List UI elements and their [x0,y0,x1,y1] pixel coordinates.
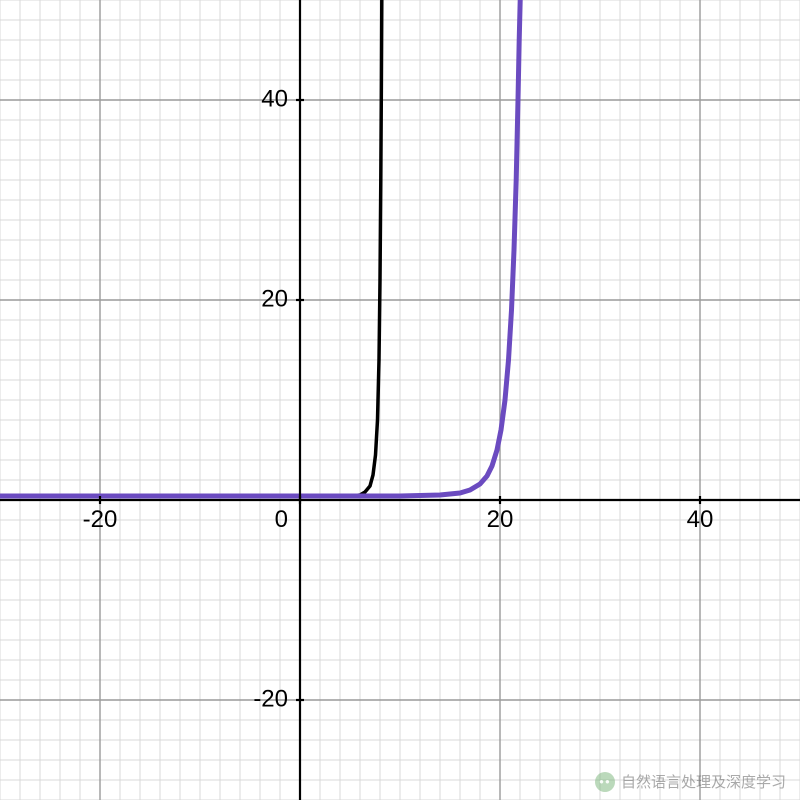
svg-text:-20: -20 [83,506,118,533]
svg-text:40: 40 [687,506,714,533]
svg-text:-20: -20 [253,685,288,712]
svg-text:0: 0 [275,506,288,533]
xy-chart: -20 20 40 0 -20 20 40 [0,0,800,800]
grid-minor [0,0,800,800]
svg-text:20: 20 [261,285,288,312]
svg-text:20: 20 [487,506,514,533]
svg-text:40: 40 [261,85,288,112]
